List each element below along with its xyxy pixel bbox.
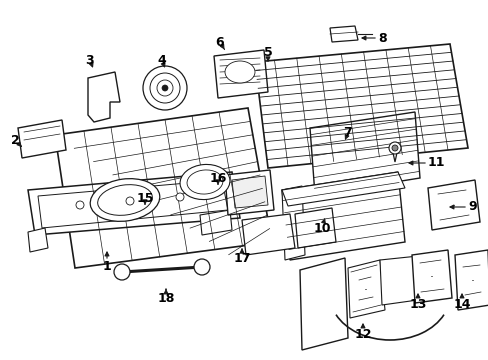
Circle shape [388, 142, 400, 154]
Ellipse shape [90, 179, 160, 221]
Polygon shape [329, 26, 357, 42]
Polygon shape [88, 72, 120, 122]
Polygon shape [391, 148, 397, 162]
Polygon shape [200, 210, 231, 235]
Polygon shape [454, 250, 488, 310]
Circle shape [126, 197, 134, 205]
Text: 2: 2 [11, 134, 20, 147]
Circle shape [194, 259, 209, 275]
Text: 18: 18 [157, 292, 174, 305]
Text: 4: 4 [157, 54, 166, 67]
Polygon shape [347, 260, 384, 318]
Circle shape [114, 264, 130, 280]
Text: 11: 11 [427, 157, 445, 170]
Text: 17: 17 [233, 252, 250, 265]
Polygon shape [299, 258, 347, 350]
Circle shape [162, 85, 168, 91]
Polygon shape [18, 120, 66, 158]
Ellipse shape [186, 170, 223, 194]
Polygon shape [224, 170, 273, 215]
Polygon shape [254, 44, 467, 168]
Text: 7: 7 [343, 126, 352, 139]
Polygon shape [282, 186, 305, 260]
Circle shape [150, 73, 180, 103]
Circle shape [176, 193, 183, 201]
Polygon shape [28, 228, 48, 252]
Polygon shape [38, 180, 227, 228]
Circle shape [157, 80, 173, 96]
Text: 13: 13 [408, 298, 426, 311]
Text: 12: 12 [353, 328, 371, 342]
Ellipse shape [224, 61, 254, 83]
Polygon shape [214, 50, 267, 98]
Text: 6: 6 [215, 36, 224, 49]
Text: 9: 9 [467, 201, 476, 213]
Text: 5: 5 [263, 45, 272, 58]
Ellipse shape [98, 185, 152, 215]
Polygon shape [427, 180, 479, 230]
Text: 14: 14 [452, 298, 470, 311]
Circle shape [391, 145, 397, 151]
Ellipse shape [180, 165, 229, 199]
Circle shape [142, 66, 186, 110]
Text: 3: 3 [85, 54, 94, 67]
Polygon shape [242, 214, 294, 255]
Polygon shape [282, 172, 404, 260]
Text: 16: 16 [209, 171, 226, 184]
Text: 15: 15 [136, 192, 153, 204]
Text: 10: 10 [313, 221, 330, 234]
Polygon shape [411, 250, 451, 303]
Polygon shape [282, 172, 404, 206]
Text: 8: 8 [377, 31, 386, 45]
Circle shape [76, 201, 84, 209]
Polygon shape [55, 108, 271, 268]
Polygon shape [294, 208, 335, 248]
Polygon shape [379, 255, 431, 305]
Polygon shape [231, 176, 267, 208]
Polygon shape [28, 172, 240, 235]
Text: 1: 1 [102, 261, 111, 274]
Polygon shape [309, 112, 419, 195]
